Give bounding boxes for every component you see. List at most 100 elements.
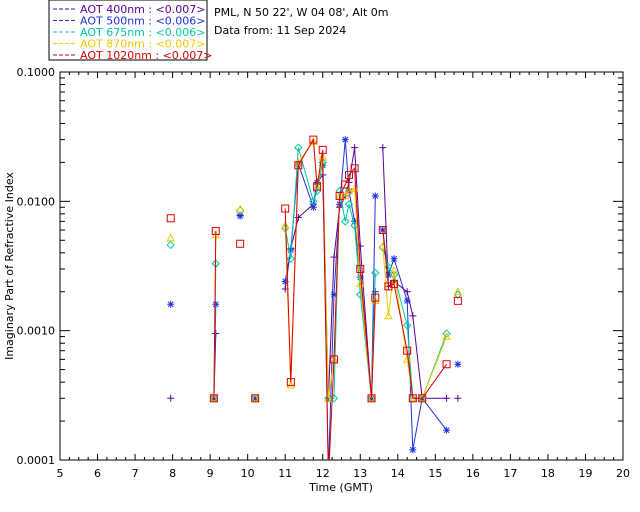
- x-tick-label: 14: [391, 467, 405, 480]
- x-tick-label: 6: [94, 467, 101, 480]
- data-point: [341, 180, 350, 189]
- data-point: [384, 311, 393, 320]
- data-point: [418, 394, 427, 403]
- data-point: [167, 300, 175, 308]
- data-point: [286, 254, 296, 263]
- data-point: [251, 394, 259, 402]
- data-point: [250, 393, 260, 402]
- axis-ticks: 5 6 7 8 9 10 11 12 13 14 15 16 17 18 19 20 0.0001 0.0010 0…: [17, 66, 631, 480]
- data-point: [350, 164, 359, 173]
- data-point: [329, 355, 338, 364]
- legend-box: [48, 0, 208, 61]
- y-tick-label: 0.0010: [17, 325, 56, 338]
- legend-entry: AOT 870nm : <0.007>: [80, 38, 206, 51]
- data-point: [294, 143, 303, 152]
- data-point: [309, 135, 318, 144]
- data-point: [166, 240, 175, 250]
- data-point: [287, 246, 295, 254]
- x-tick-label: 7: [132, 467, 139, 480]
- data-point: [371, 192, 379, 200]
- data-point: [390, 279, 399, 288]
- data-point: [350, 184, 359, 193]
- x-tick-label: 18: [541, 467, 555, 480]
- legend-entry: AOT 675nm : <0.006>: [80, 26, 206, 39]
- x-tick-label: 20: [616, 467, 630, 480]
- data-point: [309, 203, 317, 211]
- y-tick-label: 0.0100: [17, 195, 56, 208]
- data-point: [286, 378, 295, 387]
- data-point: [453, 287, 463, 296]
- series-line: [382, 246, 448, 399]
- data-point: [286, 380, 296, 389]
- data-point: [453, 296, 462, 305]
- data-point: [371, 268, 380, 278]
- data-point: [209, 394, 218, 403]
- data-point: [313, 182, 322, 191]
- x-tick-label: 13: [353, 467, 367, 480]
- data-point: [384, 271, 392, 279]
- legend-entry: AOT 400nm : <0.007>: [80, 3, 206, 16]
- data-point: [389, 266, 399, 275]
- data-point: [235, 204, 245, 213]
- x-tick-label: 8: [169, 467, 176, 480]
- legend: AOT 400nm : <0.007>AOT 500nm : <0.006>AO…: [53, 3, 213, 62]
- data-point: [403, 297, 411, 305]
- data-point: [212, 330, 220, 338]
- legend-entry: AOT 500nm : <0.006>: [80, 15, 206, 28]
- series-line: [382, 229, 448, 399]
- data-point: [345, 170, 354, 179]
- data-point: [378, 226, 387, 235]
- data-point: [454, 360, 462, 368]
- data-point: [209, 393, 219, 402]
- data-point: [329, 394, 339, 403]
- data-point: [442, 360, 451, 369]
- data-point: [356, 264, 365, 273]
- data-point: [312, 182, 322, 190]
- data-point: [318, 145, 327, 154]
- series-line: [382, 229, 447, 450]
- x-tick-label: 10: [241, 467, 255, 480]
- legend-entry: AOT 1020nm : <0.007>: [80, 49, 213, 62]
- series-3: [166, 137, 463, 402]
- data-point: [166, 233, 176, 242]
- data-point: [402, 321, 412, 330]
- data-point: [166, 214, 175, 223]
- data-point: [379, 144, 387, 152]
- x-tick-label: 9: [207, 467, 214, 480]
- data-point: [335, 191, 344, 200]
- data-point: [403, 346, 412, 355]
- data-point: [281, 277, 289, 285]
- x-tick-label: 15: [428, 467, 442, 480]
- data-point: [330, 291, 338, 299]
- data-point: [294, 161, 303, 170]
- series-line: [213, 230, 217, 399]
- data-point: [167, 394, 175, 402]
- data-point: [367, 393, 376, 402]
- y-tick-label: 0.0001: [17, 454, 56, 467]
- site-location: PML, N 50 22', W 04 08', Alt 0m: [214, 6, 389, 19]
- data-point: [309, 197, 318, 206]
- data-point: [384, 282, 393, 291]
- data-point: [341, 217, 350, 226]
- data-point: [324, 394, 333, 403]
- data-point: [212, 300, 220, 308]
- x-tick-label: 5: [57, 467, 64, 480]
- series-1: [167, 136, 462, 460]
- data-point: [335, 186, 344, 196]
- data-point: [280, 221, 290, 229]
- data-point: [211, 226, 220, 235]
- data-point: [402, 354, 412, 363]
- data-point: [454, 394, 462, 402]
- data-point: [344, 200, 354, 209]
- data-point: [344, 186, 354, 195]
- data-point: [251, 394, 260, 403]
- data-point: [443, 394, 451, 402]
- x-tick-label: 16: [466, 467, 480, 480]
- data-point: [351, 144, 359, 152]
- data-point: [367, 394, 376, 403]
- y-axis-label: Imaginary Part of Refractive Index: [3, 172, 16, 360]
- x-axis-label: Time (GMT): [308, 481, 373, 494]
- data-point: [409, 446, 417, 454]
- y-tick-label: 0.1000: [17, 66, 56, 79]
